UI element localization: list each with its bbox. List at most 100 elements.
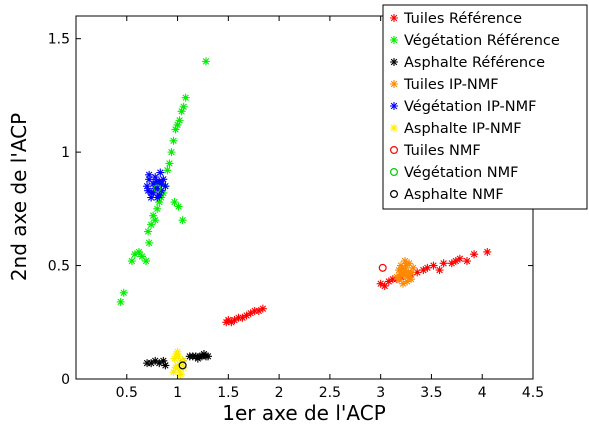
data-point [462,257,471,266]
data-point [170,198,179,207]
data-point [246,309,255,318]
data-point [401,266,410,275]
legend-label: Asphalte Référence [404,55,545,71]
data-point [224,316,233,325]
data-point [413,268,422,277]
data-point [201,57,210,66]
legend-marker [390,80,398,88]
data-point [403,277,412,286]
data-point [130,250,139,259]
data-point [151,356,160,365]
legend-label: Végétation Référence [404,33,560,49]
data-point [138,252,147,261]
data-point [483,247,492,256]
legend-marker [390,168,399,177]
data-point [151,173,160,182]
data-point [159,175,168,184]
y-tick-label: 1 [61,145,70,161]
data-point [447,259,456,268]
legend-marker [390,190,399,199]
data-point [155,359,164,368]
data-point [176,370,185,379]
data-point [388,275,397,284]
data-point [169,368,178,377]
legend-label: Tuiles NMF [403,143,481,159]
data-point [423,263,432,272]
data-point [242,311,251,320]
data-point [254,306,263,315]
x-tick-label: 4.5 [522,385,544,401]
legend-label: Tuiles IP-NMF [403,77,499,93]
data-point [155,191,164,200]
data-point [181,93,190,102]
data-point [204,352,213,361]
data-point [435,266,444,275]
data-point [170,354,179,363]
data-point [145,175,154,184]
data-point [409,263,418,272]
data-point [396,261,405,270]
legend-label: Asphalte IP-NMF [404,121,522,137]
data-point [179,363,188,372]
legend-marker [390,102,398,110]
data-point [439,259,448,268]
x-tick-label: 3.5 [420,385,442,401]
legend-marker [390,58,398,66]
legend-label: Végétation IP-NMF [404,99,536,115]
data-point [134,247,143,256]
data-point [142,257,151,266]
x-tick-label: 2.5 [319,385,341,401]
data-point [234,313,243,322]
data-point [173,361,182,370]
data-point [401,257,410,266]
legend-label: Asphalte NMF [404,187,504,203]
data-point [144,186,153,195]
data-point [145,170,154,179]
data-point [258,304,267,313]
data-point [127,257,136,266]
data-point [178,216,187,225]
data-point [173,347,182,356]
data-point [153,184,162,193]
data-point [149,179,158,188]
data-point [143,359,152,368]
ticks: 0.5 1 1.5 2 2.5 3 3.5 4 4.5 0 0.5 1 1.5 [48,16,544,401]
x-tick-label: 2 [275,385,284,401]
y-tick-label: 1.5 [48,32,70,48]
data-point [149,211,158,220]
data-points [116,57,492,379]
data-point [178,361,187,370]
data-point [145,238,154,247]
data-point [153,184,162,193]
data-point [161,361,170,370]
data-point [402,261,411,270]
data-point [167,148,176,157]
data-point [161,182,170,191]
legend-box [382,4,588,210]
data-point [159,356,168,365]
data-point [165,159,174,168]
data-point [394,275,403,284]
data-point [175,116,184,125]
data-point [470,250,479,259]
legend-label: Végétation NMF [404,165,519,181]
data-point [404,268,413,277]
data-point [399,279,408,288]
data-point [147,359,156,368]
data-point [455,254,464,263]
x-tick-label: 1 [173,385,182,401]
data-point [178,356,187,365]
legend-marker [390,124,398,132]
legend: Tuiles Référence Végétation Référence Asph… [382,4,588,210]
data-point [175,365,184,374]
data-point [157,179,166,188]
data-point [177,359,186,368]
data-point [227,318,236,327]
x-axis-title: 1er axe de l'ACP [222,401,386,425]
data-point [119,288,128,297]
data-point [238,313,247,322]
legend-label: Tuiles Référence [403,11,522,27]
data-point [171,125,180,134]
y-axis-title: 2nd axe de l'ACP [7,113,31,281]
